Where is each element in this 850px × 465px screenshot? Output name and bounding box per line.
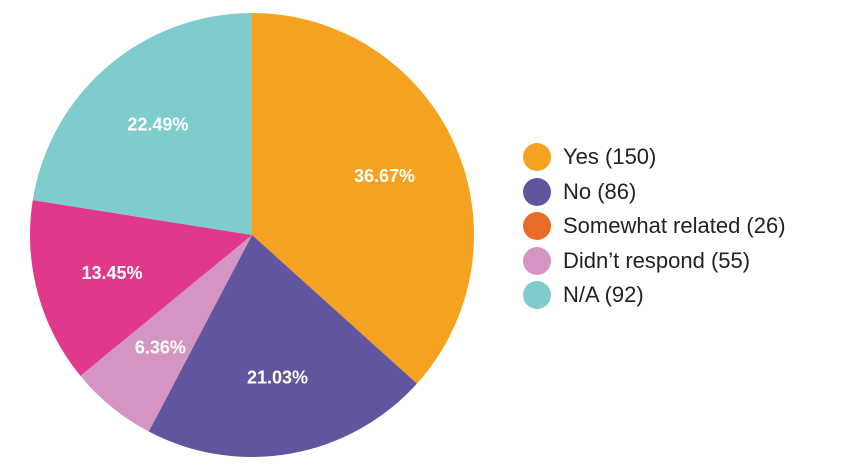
legend-swatch-somewhat-related <box>523 212 551 241</box>
pie-slice-0 <box>252 13 475 384</box>
legend-label-didnt-respond: Didn’t respond (55) <box>563 247 751 273</box>
pie-slice-5 <box>32 13 252 235</box>
pie-slice-label-0: 36.67% <box>354 166 415 186</box>
pie-slice-label-1: 21.03% <box>247 368 308 388</box>
pie-slice-labels: 36.67% 21.03% 6.36% 13.45% 22.49% <box>82 115 415 388</box>
legend-label-yes: Yes (150) <box>563 144 657 170</box>
pie-slice-1 <box>148 235 417 457</box>
legend-item-na: N/A (92) <box>523 278 786 313</box>
pie-slice-3 <box>80 235 252 432</box>
chart-legend: Yes (150) No (86) Somewhat related (26) … <box>523 140 786 313</box>
legend-item-didnt-respond: Didn’t respond (55) <box>523 244 786 279</box>
legend-swatch-yes <box>523 143 551 172</box>
legend-swatch-na <box>523 281 551 310</box>
legend-item-no: No (86) <box>523 175 786 210</box>
legend-item-yes: Yes (150) <box>523 140 786 175</box>
pie-slice-label-3: 6.36% <box>135 337 186 357</box>
legend-item-somewhat-related: Somewhat related (26) <box>523 209 786 244</box>
legend-label-na: N/A (92) <box>563 282 644 308</box>
legend-label-no: No (86) <box>563 178 637 204</box>
pie-slice-4 <box>29 200 253 376</box>
pie-slices <box>29 13 475 457</box>
legend-swatch-no <box>523 177 551 206</box>
legend-label-somewhat-related: Somewhat related (26) <box>563 213 786 239</box>
pie-slice-label-5: 22.49% <box>127 115 188 135</box>
pie-slice-label-4: 13.45% <box>82 263 143 283</box>
legend-swatch-didnt-respond <box>523 246 551 275</box>
